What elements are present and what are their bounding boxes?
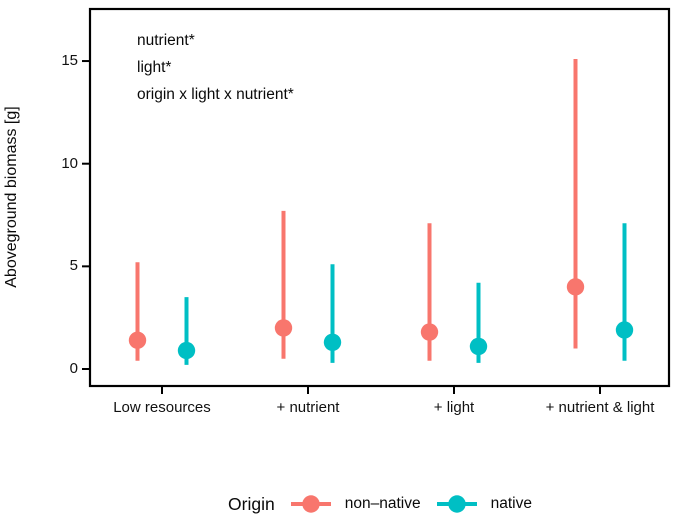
mean-point-native-0	[177, 341, 196, 360]
mean-point-native-2	[469, 337, 488, 356]
mean-point-native-3	[615, 321, 634, 339]
legend-entry-native: native	[435, 491, 532, 517]
mean-point-non–native-2	[420, 323, 439, 341]
pointrange-key-icon	[436, 495, 477, 513]
panel-border	[88, 7, 671, 388]
legend-label-native: native	[490, 495, 532, 512]
legend-label-non-native: non–native	[344, 495, 421, 512]
pointrange-key-icon	[290, 495, 331, 513]
legend: Origin non–native native	[90, 490, 670, 518]
mean-point-native-1	[323, 333, 342, 352]
legend-entry-non-native: non–native	[289, 491, 421, 517]
mean-point-non–native-1	[274, 319, 293, 337]
mean-point-non–native-0	[128, 331, 147, 349]
mean-point-non–native-3	[566, 278, 585, 296]
legend-title: Origin	[228, 493, 275, 514]
